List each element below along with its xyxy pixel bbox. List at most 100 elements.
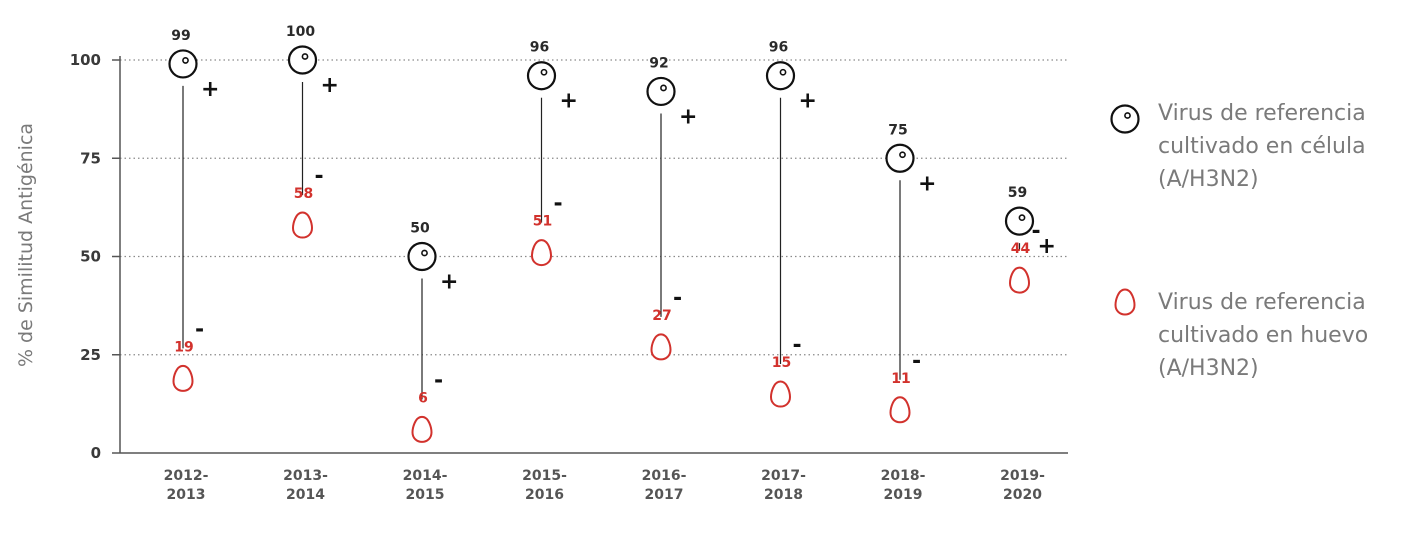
cell-marker (885, 143, 915, 173)
x-tick-label: 2015-2016 (522, 468, 567, 503)
legend-egg-icon (1114, 288, 1136, 316)
cell-outer-circle (287, 45, 318, 75)
minus-sign: - (554, 192, 563, 217)
plus-sign: + (679, 104, 697, 129)
egg-marker (530, 239, 553, 267)
cell-marker (646, 76, 676, 107)
minus-sign: - (315, 164, 324, 189)
minus-sign: - (1032, 219, 1041, 244)
egg-marker (650, 333, 672, 361)
legend-egg-label: Virus de referencia (1158, 290, 1366, 315)
y-tick-label: 100 (70, 51, 101, 69)
egg-marker (1008, 266, 1031, 294)
minus-sign: - (195, 317, 204, 342)
egg-marker (411, 415, 433, 443)
season-group: + - 50 6 (407, 221, 458, 443)
cell-value-label: 96 (530, 40, 549, 56)
x-tick-label: 2013-2014 (283, 468, 328, 503)
season-group: + - 99 19 (168, 28, 219, 392)
egg-value-label: 6 (418, 390, 428, 406)
y-axis-label: % de Similitud Antigénica (15, 123, 37, 367)
cell-marker (287, 45, 318, 75)
plus-sign: + (799, 89, 817, 114)
cell-marker (526, 61, 557, 91)
plus-sign: + (918, 171, 936, 196)
legend-egg-label: (A/H3N2) (1158, 356, 1259, 381)
x-tick-label: 2016-2017 (642, 468, 687, 503)
x-tick-label: 2012-2013 (164, 468, 209, 503)
legend-egg-label: cultivado en huevo (1158, 323, 1368, 348)
egg-value-label: 19 (174, 339, 193, 355)
egg-value-label: 44 (1011, 241, 1031, 257)
season-group: + - 96 51 (526, 40, 578, 267)
cell-nucleus (182, 57, 189, 64)
egg-value-label: 51 (533, 214, 552, 230)
egg-marker (291, 211, 314, 239)
legend: Virus de referencia cultivado en célula (A… (1110, 101, 1368, 381)
cell-outer-circle (168, 49, 198, 79)
cell-marker (765, 61, 796, 91)
cell-outer-circle (765, 61, 796, 91)
plus-sign: + (1038, 234, 1056, 259)
season-group: + - 96 15 (765, 40, 817, 408)
egg-value-label: 11 (891, 371, 910, 387)
egg-marker (769, 380, 792, 408)
cell-outer-circle (1004, 206, 1035, 236)
axes (112, 56, 1068, 454)
legend-cell-label: cultivado en célula (1158, 134, 1366, 159)
y-tick-labels: 0 25 50 75 100 (70, 51, 101, 462)
cell-value-label: 99 (171, 28, 190, 44)
cell-marker (407, 241, 437, 272)
plus-sign: + (201, 77, 219, 102)
x-tick-label: 2019-2020 (1000, 468, 1045, 503)
season-group: + - 92 27 (646, 55, 697, 361)
cell-nucleus (779, 68, 787, 76)
y-tick-label: 75 (80, 149, 101, 167)
cell-nucleus (540, 68, 548, 76)
egg-value-label: 15 (772, 355, 791, 371)
cell-value-label: 100 (286, 24, 315, 40)
egg-value-label: 27 (652, 308, 671, 324)
cell-value-label: 75 (888, 122, 907, 138)
x-tick-labels: 2012-2013 2013-2014 2014-2015 2015-2016 2016… (164, 468, 1045, 503)
minus-sign: - (434, 368, 443, 393)
cell-outer-circle (1110, 104, 1140, 134)
cell-outer-circle (526, 61, 557, 91)
cell-value-label: 59 (1008, 185, 1027, 201)
season-group: + - 75 11 (885, 122, 936, 424)
minus-sign: - (793, 333, 802, 358)
y-tick-label: 0 (91, 444, 101, 462)
legend-cell-label: Virus de referencia (1158, 101, 1366, 126)
cell-outer-circle (646, 76, 676, 107)
minus-sign: - (912, 349, 921, 374)
season-group: +- 59 44 (1004, 185, 1056, 294)
x-tick-label: 2017-2018 (761, 468, 806, 503)
x-tick-label: 2014-2015 (403, 468, 448, 503)
cell-marker (1004, 206, 1035, 236)
y-tick-label: 50 (80, 248, 101, 266)
cell-nucleus (301, 53, 309, 60)
grid-lines (120, 59, 1068, 356)
plus-sign: + (560, 89, 578, 114)
legend-cell-icon (1110, 104, 1140, 134)
cell-nucleus (660, 84, 667, 92)
x-tick-label: 2018-2019 (881, 468, 926, 503)
data-marks: +-9919+-10058+-506+-9651+-9227+-9615+-75… (168, 24, 1056, 443)
cell-marker (168, 49, 198, 79)
egg-marker (889, 396, 911, 424)
cell-nucleus (421, 249, 428, 257)
cell-value-label: 96 (769, 40, 788, 56)
season-group: + - 100 58 (286, 24, 339, 239)
legend-cell-label: (A/H3N2) (1158, 167, 1259, 192)
egg-value-label: 58 (294, 186, 313, 202)
cell-nucleus (899, 151, 906, 159)
cell-outer-circle (407, 241, 437, 272)
egg-marker (172, 364, 194, 392)
cell-value-label: 92 (649, 55, 668, 71)
plus-sign: + (440, 270, 458, 295)
plus-sign: + (321, 73, 339, 98)
cell-nucleus (1018, 214, 1026, 222)
y-tick-label: 25 (80, 346, 101, 364)
cell-outer-circle (885, 143, 915, 173)
